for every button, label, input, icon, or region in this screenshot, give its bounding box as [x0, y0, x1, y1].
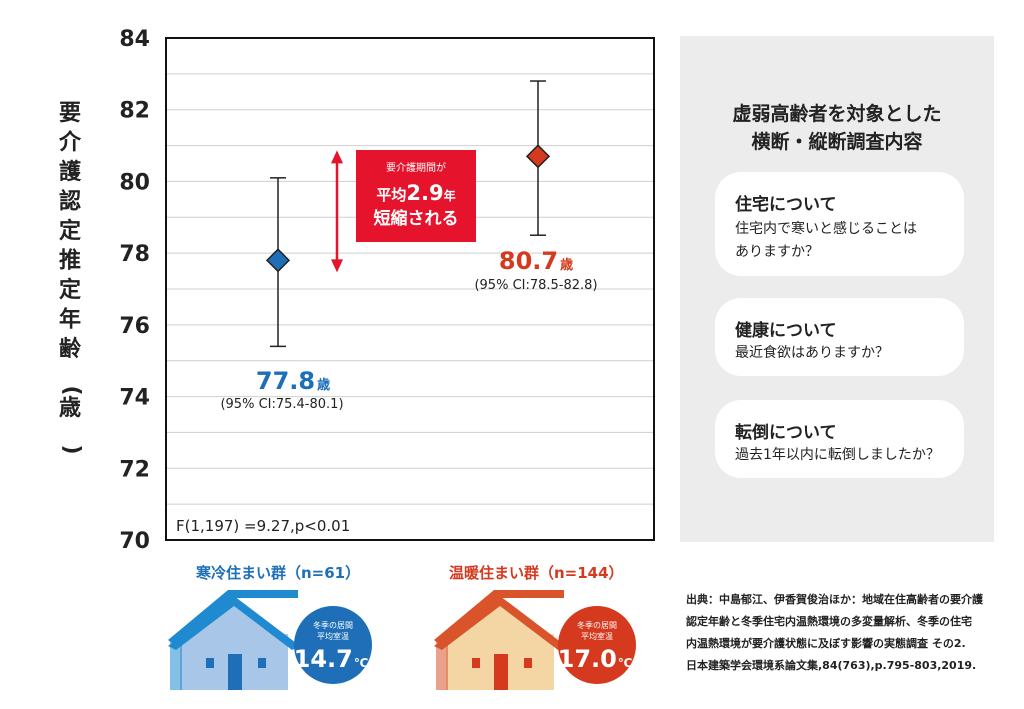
house-door: [494, 654, 508, 690]
card-question-line: 住宅内で寒いと感じることは: [735, 221, 917, 237]
group-label-warm: 温暖住まい群（n=144）: [449, 564, 624, 582]
temperature-unit: ℃: [618, 656, 633, 670]
callout-line-2: 平均2.9年: [376, 181, 455, 205]
y-tick-label: 84: [119, 27, 150, 52]
y-axis-label-char: 定: [59, 218, 81, 244]
y-axis-label-char: ): [59, 445, 84, 455]
temperature-caption-2: 平均室温: [317, 631, 349, 641]
y-axis-label-char: 歳: [59, 396, 81, 421]
temperature-caption-1: 冬季の居間: [577, 620, 617, 630]
y-tick-labels: 70 72 74 76 78 80 82 84: [119, 27, 150, 554]
temperature-number: 17.0: [558, 645, 617, 673]
survey-card-health: 健康について 最近食欲はありますか？: [715, 298, 964, 376]
callout-box: [356, 150, 476, 242]
confidence-interval-label: (95% CI:75.4-80.1): [220, 397, 343, 412]
house-side-wall: [436, 640, 448, 690]
source-line: 日本建築学会環境系論文集,84(763),p.795-803,2019.: [686, 659, 977, 672]
y-axis-label-char: 齢: [59, 336, 82, 362]
y-axis-label: 要介護認定推定年齢(歳): [58, 101, 84, 455]
survey-panel: 虚弱高齢者を対象とした 横断・縦断調査内容 住宅について 住宅内で寒いと感じるこ…: [680, 36, 994, 542]
confidence-interval-label: (95% CI:78.5-82.8): [474, 278, 597, 293]
y-tick-label: 70: [119, 529, 150, 554]
group-label-cold: 寒冷住まい群（n=61）: [196, 564, 361, 582]
house-side-wall: [170, 640, 182, 690]
card-question-line: 過去1年以内に転倒しましたか？: [735, 447, 940, 463]
series-group: 80.7 歳 (95% CI:78.5-82.8): [474, 80, 598, 293]
house-window: [472, 658, 480, 668]
house-gable: [446, 600, 554, 638]
temperature-badge-circle: [294, 606, 372, 684]
house-window: [258, 658, 266, 668]
y-tick-label: 76: [119, 314, 150, 339]
data-label-unit: 歳: [560, 257, 573, 273]
panel-title: 虚弱高齢者を対象とした 横断・縦断調査内容: [680, 100, 994, 156]
temperature-number: 14.7: [294, 645, 353, 673]
house-window: [524, 658, 532, 668]
card-title: 転倒について: [735, 423, 837, 443]
panel-title-line-1: 虚弱高齢者を対象とした: [732, 103, 942, 125]
data-point-marker: [265, 248, 291, 273]
card-question-line: ありますか？: [735, 244, 819, 260]
card-title: 健康について: [735, 321, 837, 341]
y-tick-label: 78: [119, 242, 150, 267]
temperature-value: 14.7℃: [294, 645, 369, 673]
house-door: [228, 654, 242, 690]
house-gable: [180, 600, 288, 638]
source-line: 内温熱環境が要介護状態に及ぼす影響の実態調査 その2.: [686, 637, 966, 650]
y-tick-label: 74: [119, 386, 150, 411]
callout-value: 2.9: [406, 181, 443, 205]
callout-suffix: 年: [444, 188, 456, 203]
difference-arrow-head-down: [331, 259, 343, 273]
y-tick-label: 72: [119, 457, 150, 482]
series-layer: 77.8 歳(95% CI:75.4-80.1)80.7 歳(95% CI:78.5…: [220, 80, 598, 412]
temperature-caption-2: 平均室温: [581, 631, 613, 641]
card-title: 住宅について: [735, 195, 837, 215]
plot-frame: [165, 37, 655, 541]
panel-title-line-2: 横断・縦断調査内容: [751, 131, 923, 153]
house-illustration: [434, 590, 566, 690]
callout-line-3: 短縮される: [374, 208, 459, 229]
y-axis-label-char: 年: [59, 307, 81, 333]
callout-prefix: 平均: [376, 186, 406, 204]
y-axis-label-char: 介: [58, 130, 82, 156]
y-tick-label: 82: [119, 99, 150, 124]
data-label-value: 80.7 歳: [499, 247, 573, 275]
temperature-badge-circle: [558, 606, 636, 684]
survey-card-housing: 住宅について 住宅内で寒いと感じることは ありますか？: [715, 172, 964, 276]
house-roof-edge: [168, 596, 300, 650]
y-tick-label: 80: [119, 170, 150, 195]
series-group: 77.8 歳 (95% CI:75.4-80.1): [220, 177, 344, 412]
y-axis-label-char: (: [59, 386, 84, 396]
source-citation: 出典：中島郁江、伊香賀俊治ほか：地域在住高齢者の要介護 認定年齢と冬季住宅内温熱…: [686, 589, 1006, 677]
temperature-unit: ℃: [354, 656, 369, 670]
temperature-value: 17.0℃: [558, 645, 633, 673]
source-line: 認定年齢と冬季住宅内温熱環境の多変量解析、冬季の住宅: [686, 615, 972, 628]
data-label-number: 77.8: [256, 367, 315, 395]
data-label-value: 77.8 歳: [256, 367, 330, 395]
callout-line-1: 要介護期間が: [386, 161, 446, 174]
data-label-number: 80.7: [499, 247, 558, 275]
y-axis-label-char: 認: [59, 189, 81, 215]
house-roof-edge: [434, 596, 566, 650]
house-window: [206, 658, 214, 668]
grid-lines: [166, 73, 654, 505]
card-question-line: 最近食欲はありますか？: [735, 345, 889, 361]
data-point-marker: [525, 144, 551, 169]
y-axis-label-char: 要: [59, 101, 81, 126]
data-label-unit: 歳: [317, 377, 330, 393]
house-illustration: [168, 590, 300, 690]
y-axis-label-char: 定: [59, 277, 81, 303]
y-axis-label-char: 推: [59, 249, 81, 274]
source-line: 出典：中島郁江、伊香賀俊治ほか：地域在住高齢者の要介護: [686, 593, 983, 606]
stat-annotation: F(1,197) =9.27,p<0.01: [176, 517, 350, 535]
survey-card-falls: 転倒について 過去1年以内に転倒しましたか？: [715, 400, 964, 478]
difference-arrow-head-up: [331, 150, 343, 164]
y-axis-label-char: 護: [59, 159, 82, 185]
temperature-caption-1: 冬季の居間: [313, 620, 353, 630]
